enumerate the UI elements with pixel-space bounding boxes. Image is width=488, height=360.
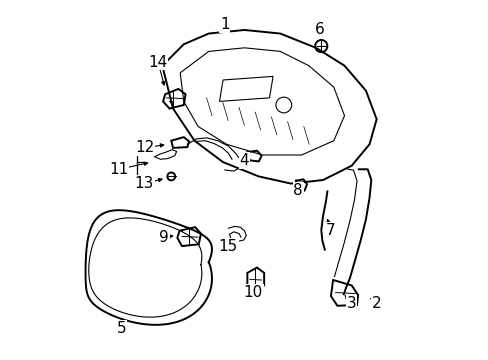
Text: 14: 14: [148, 55, 167, 69]
Text: 8: 8: [293, 183, 302, 198]
Text: 12: 12: [135, 140, 154, 156]
Text: 11: 11: [109, 162, 128, 177]
Text: 3: 3: [346, 296, 356, 311]
Text: 1: 1: [220, 17, 229, 32]
Text: 2: 2: [371, 296, 381, 311]
Text: 15: 15: [218, 239, 238, 253]
Text: 13: 13: [135, 176, 154, 191]
Text: 9: 9: [159, 230, 169, 245]
Text: 10: 10: [244, 285, 263, 300]
Text: 5: 5: [116, 321, 126, 336]
Text: 7: 7: [325, 222, 334, 238]
Text: 6: 6: [314, 22, 324, 37]
Text: 4: 4: [239, 153, 249, 168]
